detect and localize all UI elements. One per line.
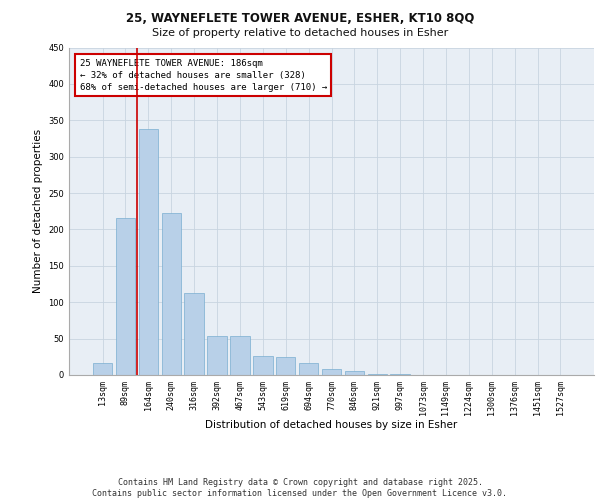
Bar xyxy=(161,214,181,375)
Bar xyxy=(116,218,135,375)
Bar xyxy=(139,129,158,375)
Bar xyxy=(253,356,272,375)
Bar xyxy=(93,364,112,375)
Text: 25, WAYNEFLETE TOWER AVENUE, ESHER, KT10 8QQ: 25, WAYNEFLETE TOWER AVENUE, ESHER, KT10… xyxy=(126,12,474,26)
Text: Contains HM Land Registry data © Crown copyright and database right 2025.
Contai: Contains HM Land Registry data © Crown c… xyxy=(92,478,508,498)
Text: Size of property relative to detached houses in Esher: Size of property relative to detached ho… xyxy=(152,28,448,38)
Bar xyxy=(299,362,319,375)
Bar xyxy=(184,294,204,375)
Bar xyxy=(230,336,250,375)
Text: 25 WAYNEFLETE TOWER AVENUE: 186sqm
← 32% of detached houses are smaller (328)
68: 25 WAYNEFLETE TOWER AVENUE: 186sqm ← 32%… xyxy=(79,59,327,92)
Bar xyxy=(391,374,410,375)
Bar xyxy=(368,374,387,375)
Bar xyxy=(322,369,341,375)
Bar xyxy=(344,370,364,375)
Y-axis label: Number of detached properties: Number of detached properties xyxy=(33,129,43,294)
X-axis label: Distribution of detached houses by size in Esher: Distribution of detached houses by size … xyxy=(205,420,458,430)
Bar xyxy=(208,336,227,375)
Bar xyxy=(276,357,295,375)
